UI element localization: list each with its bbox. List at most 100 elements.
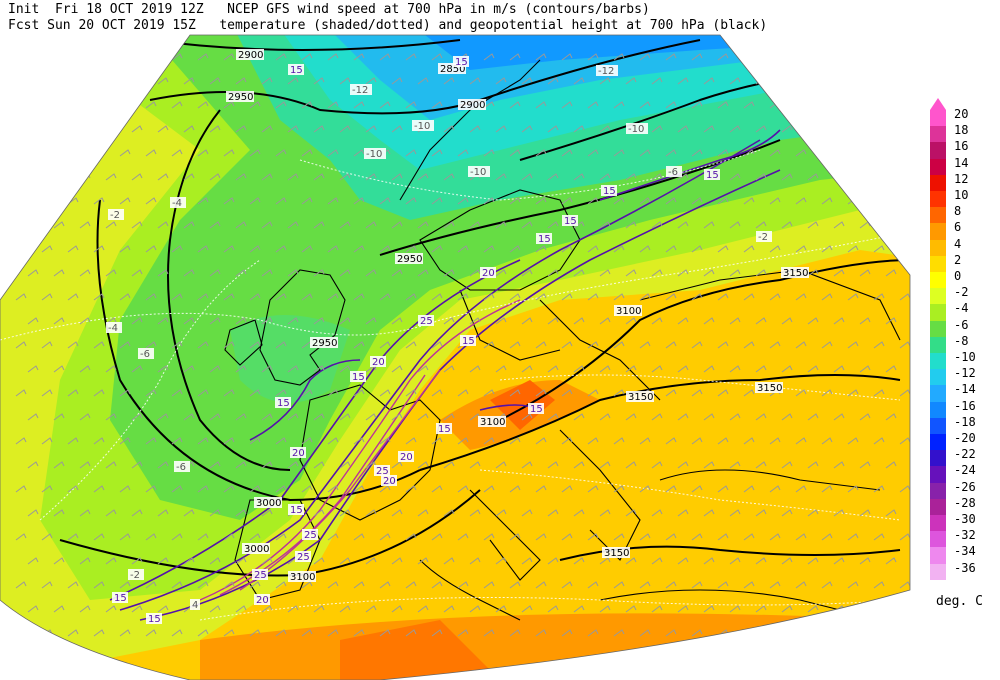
wind-barb [235, 413, 247, 421]
wind-barb [781, 509, 793, 517]
header-init-line: Init Fri 18 OCT 2019 12Z NCEP GFS wind s… [8, 2, 650, 17]
wind-barb [261, 413, 273, 421]
wind-barb [261, 269, 273, 277]
wind-contour-label: 15 [114, 593, 127, 604]
wind-barb [717, 101, 729, 109]
wind-barb [223, 53, 235, 61]
legend-tick-label: 16 [954, 139, 969, 154]
wind-barb [833, 365, 845, 373]
wind-contour-label: 15 [148, 614, 161, 625]
wind-barb [457, 389, 469, 397]
wind-barb [287, 77, 299, 85]
isotherm-label: -4 [172, 198, 182, 209]
wind-barb [781, 317, 793, 325]
wind-barb [743, 389, 755, 397]
isotherm-label: 4 [192, 600, 198, 611]
wind-barb [821, 149, 833, 157]
wind-contour-label: 25 [254, 570, 267, 581]
wind-barb [613, 149, 625, 157]
wind-barb [313, 269, 325, 277]
wind-barb [847, 101, 859, 109]
wind-barb [677, 509, 689, 517]
wind-barb [93, 533, 105, 541]
wind-barb [79, 413, 91, 421]
wind-barb [443, 173, 455, 181]
wind-contour-label-bg [381, 475, 397, 486]
wind-barb [365, 509, 377, 517]
wind-barb [535, 245, 547, 253]
wind-barb [27, 365, 39, 373]
wind-barb [859, 557, 871, 565]
wind-barb [599, 221, 611, 229]
legend-tick-label: -6 [954, 317, 969, 332]
wind-barb [651, 221, 663, 229]
wind-barb [105, 557, 117, 565]
wind-barb [79, 605, 91, 613]
wind-barb [379, 389, 391, 397]
wind-barb [353, 293, 365, 301]
wind-barb [873, 197, 885, 205]
isotherm-label-bg [468, 166, 490, 177]
wind-barb [197, 53, 209, 61]
wind-barb [301, 245, 313, 253]
wind-barb [639, 629, 651, 637]
wind-barb [781, 557, 793, 565]
wind-barb [781, 605, 793, 613]
wind-barb [691, 389, 703, 397]
wind-barb [587, 581, 599, 589]
wind-barb [53, 173, 65, 181]
wind-barb [639, 149, 651, 157]
isotherm-label: -6 [668, 167, 678, 178]
wind-barb [353, 53, 365, 61]
wind-barb [821, 53, 833, 61]
wind-barb [833, 557, 845, 565]
wind-barb [209, 557, 221, 565]
wind-barb [431, 629, 443, 637]
wind-barb [613, 437, 625, 445]
wind-barb [353, 485, 365, 493]
wind-barb [15, 245, 27, 253]
wind-barb [183, 509, 195, 517]
legend-tick-label: -16 [954, 398, 976, 413]
wind-barb [677, 77, 689, 85]
wind-barb [509, 293, 521, 301]
wind-barb [41, 341, 53, 349]
wind-barb [639, 101, 651, 109]
wind-barb [625, 317, 637, 325]
wind-barb [521, 125, 533, 133]
wind-barb [339, 173, 351, 181]
wind-barb [899, 437, 910, 445]
wind-barb [833, 125, 845, 133]
wind-barb [521, 461, 533, 469]
wind-barb [67, 533, 79, 541]
wind-barb [379, 341, 391, 349]
wind-barb [885, 173, 897, 181]
wind-barb [847, 629, 859, 637]
wind-barb [313, 557, 325, 565]
wind-barb [223, 293, 235, 301]
wind-barb [912, 462, 922, 468]
wind-barb [573, 173, 585, 181]
legend-tick-label: 12 [954, 171, 969, 186]
wind-barb [145, 149, 157, 157]
wind-barb [131, 509, 143, 517]
wind-barb [547, 557, 559, 565]
wind-barb [535, 197, 547, 205]
wind-barb [755, 557, 767, 565]
wind-barb [105, 413, 117, 421]
wind-barb [495, 125, 507, 133]
wind-barb [431, 341, 443, 349]
wind-barb [327, 293, 339, 301]
height-contour-label-bg [614, 305, 642, 316]
wind-barb [53, 557, 65, 565]
wind-barb [599, 269, 611, 277]
wind-barb [197, 533, 209, 541]
wind-barb [145, 389, 157, 397]
wind-barb [145, 629, 157, 637]
wind-contour-label-bg [453, 56, 469, 67]
wind-contour-label-bg [704, 169, 720, 180]
wind-barb [431, 53, 443, 61]
wind-barb [131, 125, 143, 133]
wind-barb [365, 605, 377, 613]
wind-barb [781, 77, 793, 85]
